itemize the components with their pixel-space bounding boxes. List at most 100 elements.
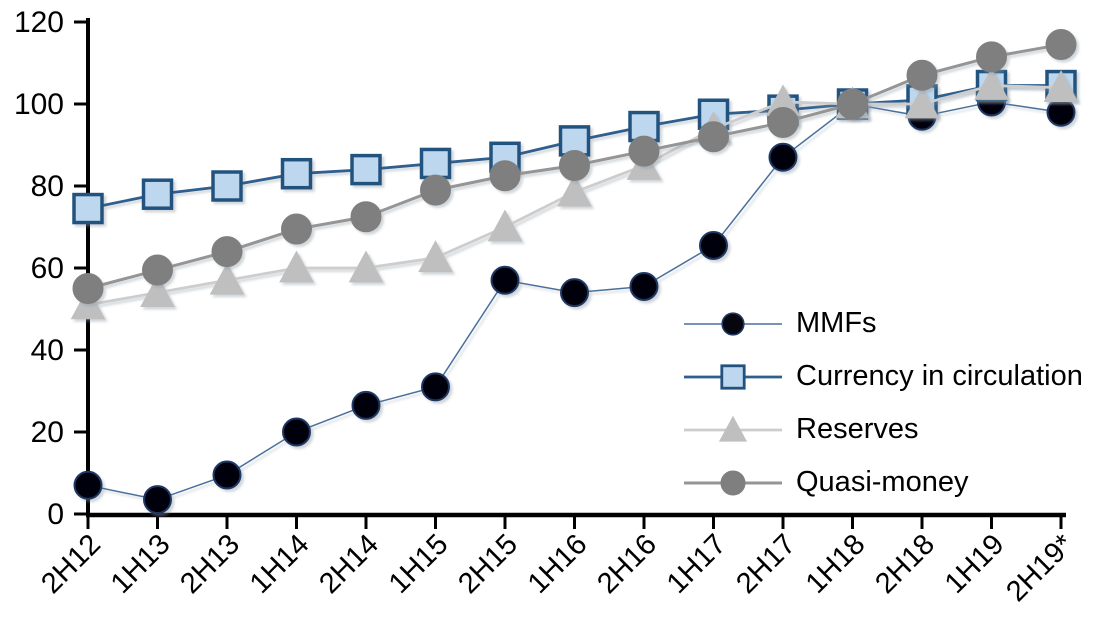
mmfs-marker bbox=[629, 271, 659, 301]
svg-text:2H16: 2H16 bbox=[591, 528, 663, 600]
x-axis-label: 1H16 bbox=[522, 528, 594, 600]
svg-text:1H14: 1H14 bbox=[244, 528, 316, 600]
reserves-marker bbox=[557, 174, 592, 207]
reserves-marker bbox=[487, 209, 523, 242]
currency-in-circulation-marker bbox=[211, 170, 243, 202]
y-axis-label: 60 bbox=[31, 252, 64, 285]
y-axis-label: 40 bbox=[31, 334, 64, 367]
quasi-money-marker bbox=[628, 135, 660, 167]
reserves-marker bbox=[348, 250, 384, 283]
reserves-marker bbox=[904, 86, 940, 119]
currency-in-circulation-marker bbox=[72, 192, 104, 225]
legend-label-quasi-money: Quasi-money bbox=[796, 466, 969, 498]
y-axis-label: 20 bbox=[31, 416, 64, 449]
currency-in-circulation-marker bbox=[141, 178, 174, 210]
quasi-money-marker bbox=[906, 59, 938, 91]
reserves-marker bbox=[140, 275, 175, 307]
legend-item-currency-in-circulation: Currency in circulation bbox=[683, 350, 1083, 403]
svg-text:2H13: 2H13 bbox=[174, 528, 246, 600]
svg-text:2H15: 2H15 bbox=[452, 528, 524, 600]
svg-text:1H18: 1H18 bbox=[800, 528, 872, 600]
quasi-money-marker bbox=[976, 41, 1007, 73]
mmfs-marker bbox=[490, 265, 520, 295]
x-axis-labels: 2H121H132H131H142H141H152H151H162H161H17… bbox=[35, 528, 1080, 608]
x-axis-label: 2H19* bbox=[1000, 528, 1080, 608]
mmfs-marker bbox=[351, 390, 381, 420]
reserves-marker bbox=[1043, 70, 1079, 102]
x-axis-label: 1H13 bbox=[105, 528, 177, 600]
quasi-money-legend-marker-icon bbox=[720, 470, 746, 495]
legend-label-mmfs: MMFs bbox=[796, 307, 877, 339]
svg-text:1H17: 1H17 bbox=[661, 528, 733, 600]
legend-label-reserves: Reserves bbox=[796, 413, 919, 445]
reserves-legend-marker-icon bbox=[718, 415, 748, 442]
axes bbox=[74, 18, 1066, 529]
quasi-money-marker bbox=[420, 174, 451, 206]
mmfs-legend-marker-icon bbox=[721, 311, 745, 336]
x-axis-label: 2H15 bbox=[452, 528, 524, 600]
quasi-money-marker bbox=[489, 160, 521, 192]
x-axis-label: 1H14 bbox=[244, 528, 316, 600]
legend-swatch-currency-in-circulation bbox=[684, 363, 782, 390]
currency-in-circulation-legend-marker-icon bbox=[720, 363, 746, 390]
legend-label-currency-in-circulation: Currency in circulation bbox=[796, 360, 1083, 392]
svg-text:2H19*: 2H19* bbox=[1000, 528, 1080, 608]
y-axis-labels: 0 20 40 60 80 100 120 bbox=[14, 6, 64, 531]
quasi-money-marker bbox=[698, 121, 729, 153]
y-axis-label: 80 bbox=[31, 170, 64, 203]
mmfs-marker bbox=[1046, 97, 1076, 127]
chart-legend: MMFs Currency in circulation Reserves Quasi… bbox=[683, 297, 1083, 509]
quasi-money-marker bbox=[350, 201, 382, 233]
x-axis-label: 1H19 bbox=[939, 528, 1011, 600]
quasi-money-marker bbox=[142, 254, 173, 286]
currency-in-circulation-marker bbox=[280, 157, 313, 190]
quasi-money-marker bbox=[1045, 29, 1077, 61]
reserves-marker bbox=[418, 240, 453, 273]
svg-text:2H12: 2H12 bbox=[35, 528, 107, 600]
currency-in-circulation-marker bbox=[419, 147, 452, 180]
svg-text:1H19: 1H19 bbox=[939, 528, 1011, 600]
x-axis-label: 2H18 bbox=[869, 528, 941, 600]
svg-text:2H17: 2H17 bbox=[730, 528, 802, 600]
series-quasi-money bbox=[72, 29, 1077, 304]
svg-text:1H13: 1H13 bbox=[105, 528, 177, 600]
quasi-money-marker bbox=[72, 273, 104, 304]
quasi-money-marker bbox=[559, 150, 590, 181]
legend-item-quasi-money: Quasi-money bbox=[683, 456, 1083, 509]
x-axis-label: 1H15 bbox=[383, 528, 455, 600]
legend-swatch-mmfs bbox=[684, 311, 782, 336]
svg-text:2H18: 2H18 bbox=[869, 528, 941, 600]
mmfs-marker bbox=[143, 485, 172, 515]
reserves-marker bbox=[974, 68, 1009, 100]
reserves-marker bbox=[209, 262, 245, 295]
x-axis-label: 1H17 bbox=[661, 528, 733, 600]
quasi-money-marker bbox=[767, 106, 799, 138]
x-axis-label: 2H13 bbox=[174, 528, 246, 600]
y-axis-label: 0 bbox=[47, 498, 64, 531]
legend-swatch-reserves bbox=[684, 415, 782, 442]
legend-item-reserves: Reserves bbox=[683, 403, 1083, 456]
mmfs-marker bbox=[768, 142, 798, 172]
mmfs-marker bbox=[560, 278, 589, 308]
legend-item-mmfs: MMFs bbox=[683, 297, 1083, 350]
y-axis-label: 100 bbox=[14, 88, 64, 121]
svg-text:1H15: 1H15 bbox=[383, 528, 455, 600]
y-axis-label: 120 bbox=[14, 6, 64, 39]
quasi-money-marker bbox=[211, 236, 243, 268]
x-axis-label: 2H16 bbox=[591, 528, 663, 600]
mmfs-marker bbox=[282, 417, 311, 447]
mmfs-marker bbox=[212, 460, 242, 490]
svg-text:2H14: 2H14 bbox=[313, 528, 385, 600]
svg-text:1H16: 1H16 bbox=[522, 528, 594, 600]
x-axis-label: 2H14 bbox=[313, 528, 385, 600]
x-axis-label: 1H18 bbox=[800, 528, 872, 600]
quasi-money-marker bbox=[281, 213, 312, 245]
mmfs-marker bbox=[421, 372, 450, 402]
x-axis-label: 2H17 bbox=[730, 528, 802, 600]
mmfs-marker bbox=[73, 470, 103, 500]
currency-in-circulation-marker bbox=[350, 153, 382, 186]
legend-swatch-quasi-money bbox=[684, 470, 782, 495]
mmfs-marker bbox=[699, 230, 728, 260]
